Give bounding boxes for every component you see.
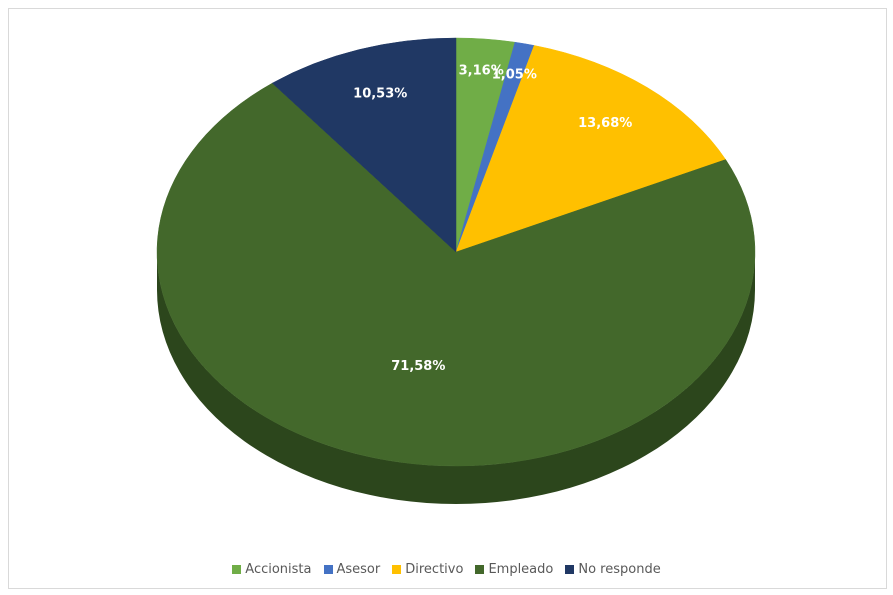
- pie-slices: [156, 37, 756, 467]
- legend-swatch-asesor: [323, 565, 333, 574]
- legend-swatch-empleado: [475, 565, 485, 574]
- slice-directivo[interactable]: [455, 45, 727, 253]
- legend-label-directivo: Directivo: [405, 562, 464, 577]
- data-label-empleado: 71,58%: [391, 359, 445, 374]
- legend-swatch-no-responde: [565, 565, 575, 574]
- legend-item-empleado: Empleado: [475, 562, 553, 577]
- legend-item-directivo: Directivo: [392, 562, 463, 577]
- slice-empleado[interactable]: [156, 82, 756, 467]
- slice-no-responde[interactable]: [271, 37, 457, 253]
- legend-label-empleado: Empleado: [488, 562, 554, 577]
- legend-label-accionista: Accionista: [245, 562, 312, 577]
- data-labels: 3,16%1,05% 13,68% 71,58% 10,53%: [353, 63, 632, 374]
- data-label-no-responde: 10,53%: [353, 87, 407, 102]
- slice-side-empleado: [157, 252, 755, 504]
- legend-label-no-responde: No responde: [578, 562, 661, 577]
- legend-label-asesor: Asesor: [336, 562, 381, 577]
- data-label-directivo: 13,68%: [578, 116, 632, 131]
- pie-side-walls: [157, 252, 755, 504]
- legend-item-no-responde: No responde: [565, 562, 661, 577]
- legend: Accionista Asesor Directivo Empleado No …: [0, 562, 893, 577]
- legend-swatch-accionista: [232, 565, 242, 574]
- legend-item-asesor: Asesor: [323, 562, 381, 577]
- legend-item-accionista: Accionista: [232, 562, 312, 577]
- legend-swatch-directivo: [392, 565, 402, 574]
- data-label-accionista: 3,16%: [459, 63, 504, 78]
- data-label-asesor: 1,05%: [492, 67, 537, 82]
